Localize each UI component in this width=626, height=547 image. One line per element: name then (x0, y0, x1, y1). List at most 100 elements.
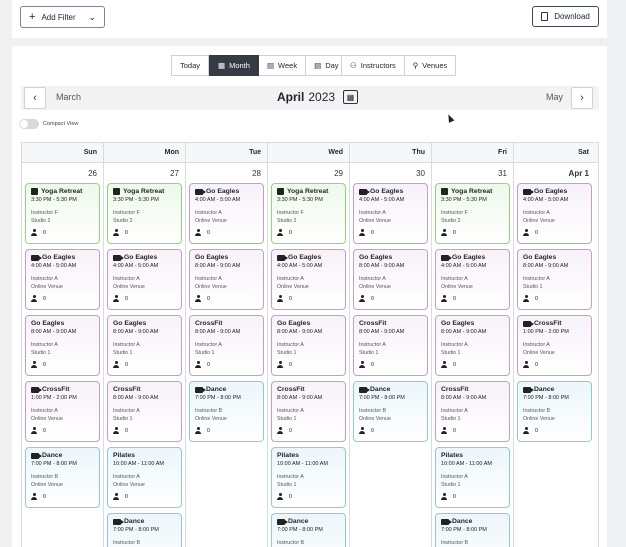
plus-icon: + (29, 11, 36, 23)
event-card[interactable]: Pilates 10:00 AM - 11:00 AM Instructor A On… (107, 447, 182, 508)
prev-month-button[interactable]: ‹ (24, 87, 46, 109)
week-view-button[interactable]: ▤ Week (258, 55, 307, 76)
event-venue: Studio 1 (113, 416, 133, 422)
event-title: Dance (441, 518, 504, 525)
event-card[interactable]: Go Eagles 4:00 AM - 5:00 AM Instructor A On… (517, 183, 592, 244)
date-label: 30 (416, 169, 425, 178)
toggle-switch[interactable] (19, 119, 39, 129)
today-button[interactable]: Today (171, 55, 210, 76)
event-title-text: Dance (288, 518, 309, 525)
event-time: 3:30 PM - 5:30 PM (31, 197, 77, 203)
event-card[interactable]: CrossFit 8:00 AM - 9:00 AM Instructor A Stu… (271, 381, 346, 442)
event-card[interactable]: Go Eagles 8:00 AM - 9:00 AM Instructor A St… (107, 315, 182, 376)
person-icon (195, 427, 201, 434)
event-title: CrossFit (441, 386, 504, 393)
event-card[interactable]: CrossFit 8:00 AM - 9:00 AM Instructor A Stu… (435, 381, 510, 442)
event-card[interactable]: Go Eagles 8:00 AM - 9:00 AM Instructor A On… (353, 249, 428, 310)
event-title: Dance (523, 386, 586, 393)
attendee-count: 0 (289, 361, 292, 368)
event-card[interactable]: Go Eagles 4:00 AM - 5:00 AM Instructor A On… (189, 183, 264, 244)
event-card[interactable]: Yoga Retreat 3:30 PM - 5:30 PM Instructor … (107, 183, 182, 244)
event-instructor: Instructor A (195, 276, 222, 282)
event-title-text: CrossFit (42, 386, 70, 393)
attendee-count: 0 (453, 493, 456, 500)
event-card[interactable]: Pilates 10:00 AM - 11:00 AM Instructor A St… (435, 447, 510, 508)
event-venue: Studio 1 (277, 350, 297, 356)
event-card[interactable]: Pilates 10:00 AM - 11:00 AM Instructor A St… (271, 447, 346, 508)
event-card[interactable]: Go Eagles 4:00 AM - 5:00 AM Instructor A On… (435, 249, 510, 310)
month-view-label: Month (229, 61, 250, 70)
event-instructor: Instructor A (277, 342, 304, 348)
video-camera-icon (195, 386, 206, 393)
event-card[interactable]: Go Eagles 8:00 AM - 9:00 AM Instructor A St… (271, 315, 346, 376)
add-filter-button[interactable]: + Add Filter ⌄ (20, 6, 105, 28)
event-card[interactable]: Yoga Retreat 3:30 PM - 5:30 PM Instructor … (25, 183, 100, 244)
download-button[interactable]: Download (532, 6, 599, 27)
attendee-count: 0 (207, 229, 210, 236)
event-card[interactable]: Go Eagles 8:00 AM - 9:00 AM Instructor A St… (435, 315, 510, 376)
week-view-label: Week (278, 61, 298, 70)
event-title: Go Eagles (359, 188, 422, 195)
next-month-button[interactable]: › (571, 87, 593, 109)
attendee-count: 0 (371, 295, 374, 302)
event-card[interactable]: Go Eagles 8:00 AM - 9:00 AM Instructor A St… (517, 249, 592, 310)
prev-month-label[interactable]: March (56, 92, 82, 102)
event-title-text: Yoga Retreat (41, 188, 83, 195)
event-card[interactable]: CrossFit 8:00 AM - 9:00 AM Instructor A Stu… (353, 315, 428, 376)
attendee-count: 0 (371, 427, 374, 434)
event-card[interactable]: CrossFit 8:00 AM - 9:00 AM Instructor A Stu… (189, 315, 264, 376)
compact-view-toggle[interactable]: Compact View (19, 119, 78, 129)
attendee-count: 0 (125, 427, 128, 434)
event-card[interactable]: Yoga Retreat 3:30 PM - 5:30 PM Instructor … (271, 183, 346, 244)
event-card[interactable]: Yoga Retreat 3:30 PM - 5:30 PM Instructor … (435, 183, 510, 244)
month-label: April (277, 90, 305, 104)
event-card[interactable]: Go Eagles 4:00 AM - 5:00 AM Instructor A On… (107, 249, 182, 310)
event-title-text: Go Eagles (523, 254, 557, 261)
attendee-count: 0 (535, 229, 538, 236)
event-card[interactable]: Go Eagles 4:00 AM - 5:00 AM Instructor A On… (25, 249, 100, 310)
event-title: Yoga Retreat (441, 188, 504, 195)
event-venue: Studio 2 (31, 218, 51, 224)
event-time: 4:00 AM - 5:00 AM (359, 197, 405, 203)
event-venue: Online Venue (195, 416, 227, 422)
event-instructor: Instructor A (277, 408, 304, 414)
instructors-button[interactable]: ⚇ Instructors (341, 55, 405, 76)
month-view-button[interactable]: ▦ Month (209, 55, 259, 76)
event-time: 3:30 PM - 5:30 PM (277, 197, 323, 203)
event-card[interactable]: CrossFit 1:00 PM - 2:00 PM Instructor A Onl… (25, 381, 100, 442)
next-month-label[interactable]: May (546, 92, 564, 102)
event-card[interactable]: CrossFit 8:00 AM - 9:00 AM Instructor A Stu… (107, 381, 182, 442)
event-instructor: Instructor A (359, 210, 386, 216)
attendee-count: 0 (289, 229, 292, 236)
event-card[interactable]: Go Eagles 4:00 AM - 5:00 AM Instructor A On… (271, 249, 346, 310)
day-name-wed: Wed (328, 149, 343, 156)
video-camera-icon (523, 188, 534, 195)
event-card[interactable]: CrossFit 1:00 PM - 2:00 PM Instructor A Onl… (517, 315, 592, 376)
attendee-count: 0 (43, 493, 46, 500)
calendar-picker-icon[interactable]: ▦ (343, 90, 359, 104)
book-icon (113, 188, 120, 195)
event-venue: Online Venue (523, 218, 555, 224)
event-instructor: Instructor A (441, 342, 468, 348)
event-title: Go Eagles (31, 254, 94, 261)
event-venue: Online Venue (195, 284, 227, 290)
event-title: CrossFit (31, 386, 94, 393)
day-view-button[interactable]: ▤ Day (306, 55, 348, 76)
event-card[interactable]: Go Eagles 8:00 AM - 9:00 AM Instructor A On… (189, 249, 264, 310)
event-card[interactable]: Go Eagles 8:00 AM - 9:00 AM Instructor A St… (25, 315, 100, 376)
event-attendees: 0 (31, 427, 94, 434)
video-camera-icon (277, 254, 288, 261)
video-camera-icon (113, 254, 124, 261)
person-icon (523, 427, 529, 434)
event-title-text: CrossFit (113, 386, 141, 393)
event-card[interactable]: Go Eagles 4:00 AM - 5:00 AM Instructor A On… (353, 183, 428, 244)
person-icon (441, 427, 447, 434)
venues-button[interactable]: ⚲ Venues (404, 55, 457, 76)
